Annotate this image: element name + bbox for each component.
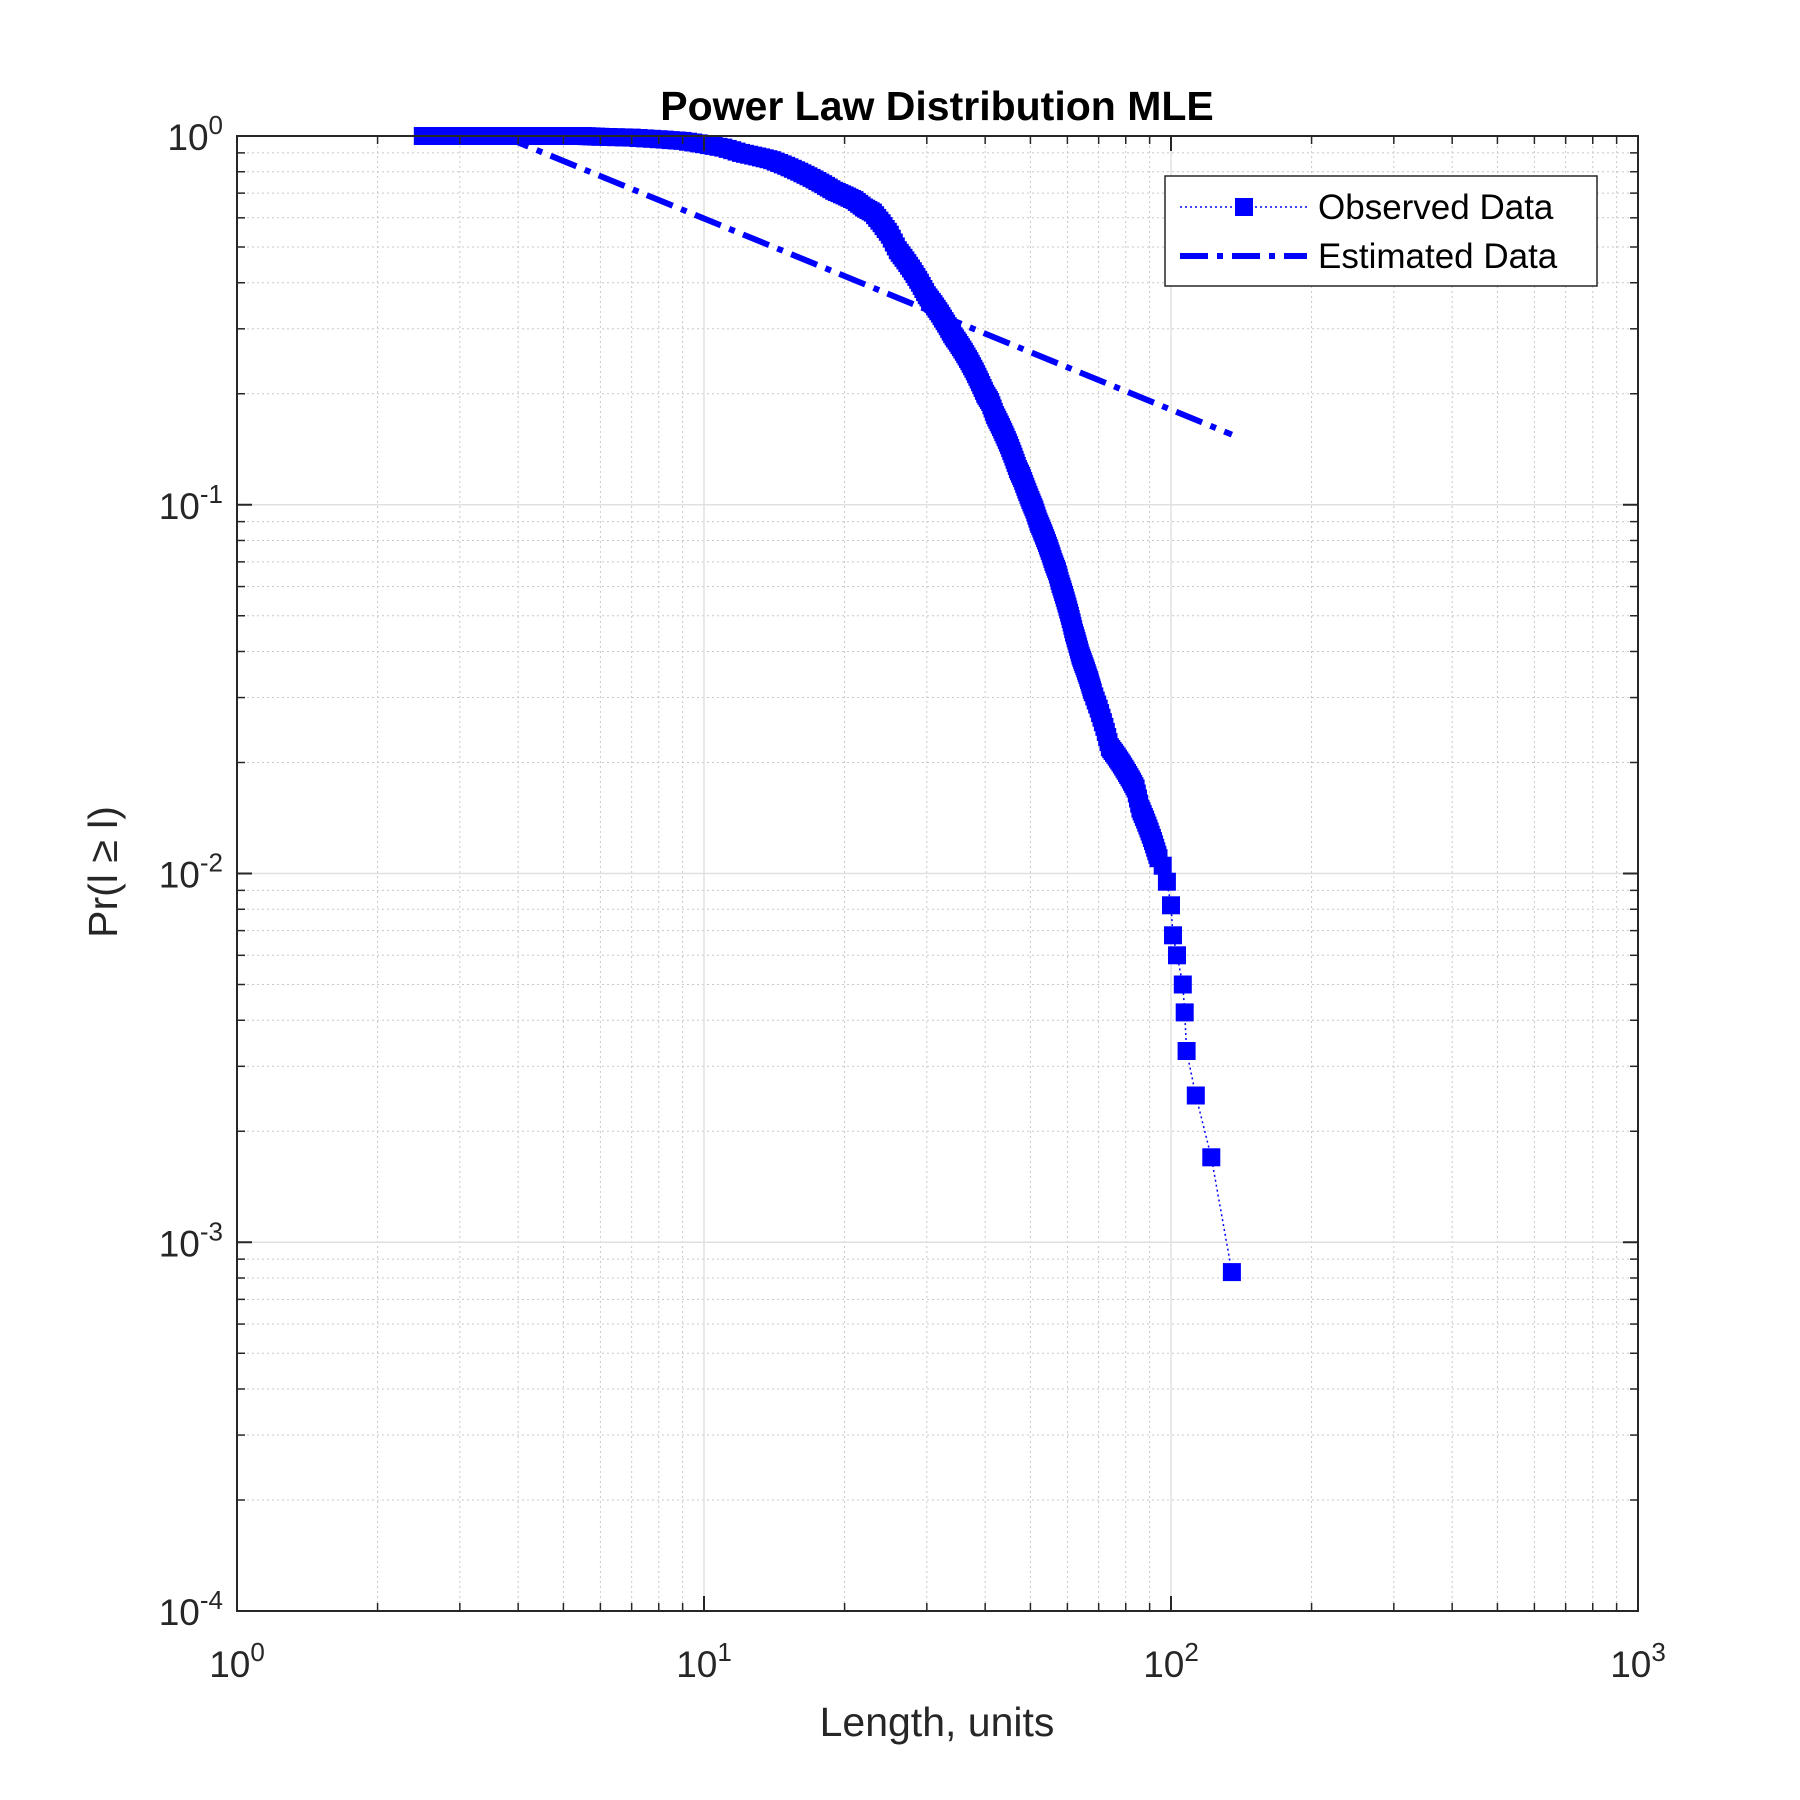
y-tick-label: 10-1	[159, 479, 223, 527]
observed-data-marker	[1186, 1086, 1205, 1105]
observed-data-marker	[1202, 1148, 1221, 1167]
y-tick-labels: 10-4 10-3 10-2 10-1 100	[159, 110, 223, 1633]
legend-observed-label: Observed Data	[1318, 188, 1554, 227]
observed-data-marker	[1222, 1263, 1241, 1282]
y-tick-label: 10-4	[159, 1585, 223, 1633]
observed-data-marker	[1157, 872, 1176, 891]
y-tick-label: 100	[167, 110, 223, 158]
axis-ticks	[237, 136, 1638, 1611]
y-tick-label: 10-3	[159, 1216, 223, 1264]
x-tick-label: 100	[209, 1637, 265, 1685]
estimated-data-line	[501, 133, 1234, 438]
observed-data-marker	[1153, 856, 1172, 875]
observed-data-marker	[1177, 1042, 1196, 1060]
x-tick-label: 101	[676, 1637, 732, 1685]
legend-box	[1164, 175, 1598, 287]
x-axis-label: Length, units	[820, 1699, 1055, 1745]
legend-estimated-label: Estimated Data	[1318, 237, 1558, 276]
legend-observed-marker-icon	[1235, 198, 1253, 216]
observed-data-marker	[1175, 1003, 1194, 1022]
observed-data-marker	[1168, 946, 1186, 965]
chart-title: Power Law Distribution MLE	[660, 83, 1214, 129]
observed-data-marker	[1164, 926, 1182, 945]
x-tick-labels: 100 101 102 103	[209, 1637, 1666, 1685]
series-layer	[413, 127, 1241, 1282]
x-tick-label: 103	[1610, 1637, 1666, 1685]
observed-data-marker	[1173, 975, 1192, 994]
legend: Observed Data Estimated Data	[1164, 175, 1598, 287]
x-tick-label: 102	[1143, 1637, 1199, 1685]
observed-data-markers	[413, 127, 1241, 1282]
minor-grid	[237, 136, 1638, 1611]
observed-data-marker	[1162, 896, 1180, 915]
y-axis-label: Pr(l ≥ l)	[80, 806, 126, 938]
y-tick-label: 10-2	[159, 848, 223, 896]
